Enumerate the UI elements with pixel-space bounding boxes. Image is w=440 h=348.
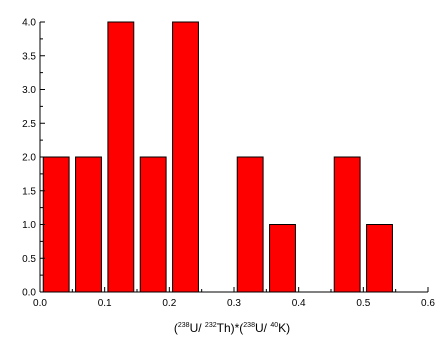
histogram-bar [139, 156, 167, 293]
histogram-bar [75, 156, 102, 293]
x-tick-label: 0.3 [227, 298, 241, 309]
histogram-bar [333, 156, 361, 293]
histogram-bar [269, 224, 296, 293]
x-axis-title-part: Th)*( [217, 321, 244, 335]
y-tick-label: 1.0 [22, 220, 36, 231]
histogram-bar [172, 21, 199, 293]
x-tick-label: 0.6 [421, 298, 435, 309]
y-tick-label: 0.0 [22, 288, 36, 299]
y-tick-label: 2.0 [22, 153, 36, 164]
y-tick-label: 2.5 [22, 119, 36, 130]
y-tick-label: 4.0 [22, 18, 36, 29]
labels-layer: 0.0 0.5 1.0 1.5 2.0 2.5 3.0 3.5 4.0 0.0 0.1 0.2 0.3 0… [22, 18, 435, 336]
x-tick-label: 0.2 [162, 298, 176, 309]
x-axis-title-superscript: 40 [270, 322, 278, 329]
x-axis-title-superscript: 232 [205, 322, 217, 329]
y-tick-label: 3.0 [22, 85, 36, 96]
histogram-bar [236, 156, 264, 293]
x-axis-title-part: ( [174, 321, 178, 335]
x-axis-title-part: K) [278, 321, 290, 335]
axes-layer [39, 21, 429, 293]
histogram-bar [107, 21, 135, 293]
x-tick-label: 0.0 [33, 298, 47, 309]
x-axis-title-superscript: 238 [178, 322, 190, 329]
y-tick-label: 3.5 [22, 51, 36, 62]
histogram-bar [42, 156, 70, 293]
bars-layer [42, 21, 393, 293]
x-axis-title-part: U/ [255, 321, 270, 335]
x-tick-label: 0.1 [98, 298, 112, 309]
x-axis-title-superscript: 238 [243, 322, 255, 329]
x-axis-title: (238U/ 232Th)*(238U/ 40K) [174, 321, 290, 335]
x-tick-label: 0.5 [356, 298, 370, 309]
y-tick-label: 1.5 [22, 186, 36, 197]
x-axis-title-part: U/ [190, 321, 205, 335]
histogram-bar [366, 224, 393, 293]
x-tick-label: 0.4 [292, 298, 306, 309]
y-tick-label: 0.5 [22, 254, 36, 265]
